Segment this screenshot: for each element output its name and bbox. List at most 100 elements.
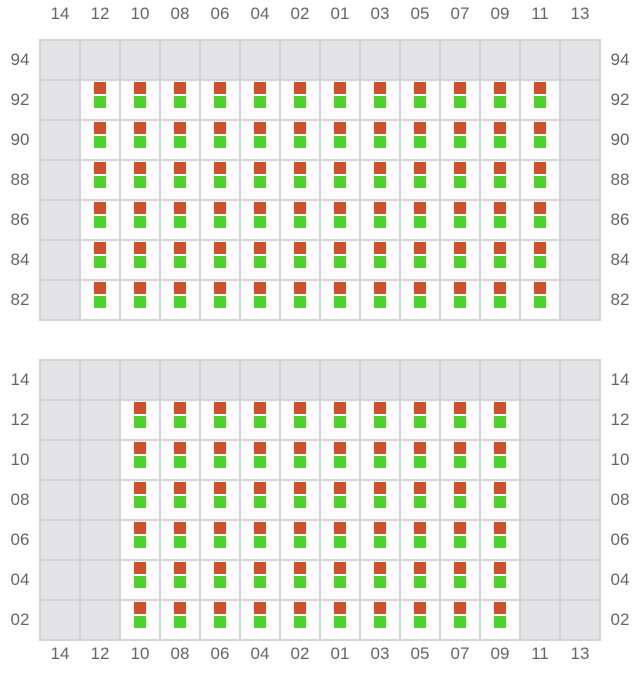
cell-06-09[interactable] — [481, 521, 519, 559]
cell-88-12[interactable] — [81, 161, 119, 199]
cell-06-04[interactable] — [241, 521, 279, 559]
cell-12-08[interactable] — [161, 401, 199, 439]
cell-08-05[interactable] — [401, 481, 439, 519]
cell-86-10[interactable] — [121, 201, 159, 239]
cell-82-04[interactable] — [241, 281, 279, 319]
cell-90-11[interactable] — [521, 121, 559, 159]
cell-06-03[interactable] — [361, 521, 399, 559]
cell-88-03[interactable] — [361, 161, 399, 199]
cell-82-01[interactable] — [321, 281, 359, 319]
cell-88-11[interactable] — [521, 161, 559, 199]
cell-84-05[interactable] — [401, 241, 439, 279]
cell-04-04[interactable] — [241, 561, 279, 599]
cell-06-05[interactable] — [401, 521, 439, 559]
cell-08-04[interactable] — [241, 481, 279, 519]
cell-90-07[interactable] — [441, 121, 479, 159]
cell-08-03[interactable] — [361, 481, 399, 519]
cell-90-02[interactable] — [281, 121, 319, 159]
cell-04-03[interactable] — [361, 561, 399, 599]
cell-02-04[interactable] — [241, 601, 279, 639]
cell-88-10[interactable] — [121, 161, 159, 199]
cell-86-11[interactable] — [521, 201, 559, 239]
cell-82-03[interactable] — [361, 281, 399, 319]
cell-82-12[interactable] — [81, 281, 119, 319]
cell-84-12[interactable] — [81, 241, 119, 279]
cell-08-10[interactable] — [121, 481, 159, 519]
cell-92-03[interactable] — [361, 81, 399, 119]
cell-08-06[interactable] — [201, 481, 239, 519]
cell-92-09[interactable] — [481, 81, 519, 119]
cell-12-07[interactable] — [441, 401, 479, 439]
cell-82-10[interactable] — [121, 281, 159, 319]
cell-92-10[interactable] — [121, 81, 159, 119]
cell-84-06[interactable] — [201, 241, 239, 279]
cell-90-01[interactable] — [321, 121, 359, 159]
cell-86-06[interactable] — [201, 201, 239, 239]
cell-84-08[interactable] — [161, 241, 199, 279]
cell-92-07[interactable] — [441, 81, 479, 119]
cell-92-08[interactable] — [161, 81, 199, 119]
cell-04-09[interactable] — [481, 561, 519, 599]
cell-06-07[interactable] — [441, 521, 479, 559]
cell-92-02[interactable] — [281, 81, 319, 119]
cell-04-06[interactable] — [201, 561, 239, 599]
cell-82-05[interactable] — [401, 281, 439, 319]
cell-84-11[interactable] — [521, 241, 559, 279]
cell-10-03[interactable] — [361, 441, 399, 479]
cell-08-09[interactable] — [481, 481, 519, 519]
cell-02-07[interactable] — [441, 601, 479, 639]
cell-86-09[interactable] — [481, 201, 519, 239]
cell-82-06[interactable] — [201, 281, 239, 319]
cell-10-04[interactable] — [241, 441, 279, 479]
cell-02-10[interactable] — [121, 601, 159, 639]
cell-04-07[interactable] — [441, 561, 479, 599]
cell-86-12[interactable] — [81, 201, 119, 239]
cell-10-08[interactable] — [161, 441, 199, 479]
cell-90-03[interactable] — [361, 121, 399, 159]
cell-84-03[interactable] — [361, 241, 399, 279]
cell-04-05[interactable] — [401, 561, 439, 599]
cell-82-02[interactable] — [281, 281, 319, 319]
cell-06-10[interactable] — [121, 521, 159, 559]
cell-08-02[interactable] — [281, 481, 319, 519]
cell-92-04[interactable] — [241, 81, 279, 119]
cell-86-08[interactable] — [161, 201, 199, 239]
cell-90-06[interactable] — [201, 121, 239, 159]
cell-08-01[interactable] — [321, 481, 359, 519]
cell-06-02[interactable] — [281, 521, 319, 559]
cell-06-01[interactable] — [321, 521, 359, 559]
cell-88-08[interactable] — [161, 161, 199, 199]
cell-04-10[interactable] — [121, 561, 159, 599]
cell-90-12[interactable] — [81, 121, 119, 159]
cell-12-04[interactable] — [241, 401, 279, 439]
cell-82-08[interactable] — [161, 281, 199, 319]
cell-06-08[interactable] — [161, 521, 199, 559]
cell-10-05[interactable] — [401, 441, 439, 479]
cell-88-09[interactable] — [481, 161, 519, 199]
cell-08-08[interactable] — [161, 481, 199, 519]
cell-92-12[interactable] — [81, 81, 119, 119]
cell-84-04[interactable] — [241, 241, 279, 279]
cell-92-06[interactable] — [201, 81, 239, 119]
cell-12-05[interactable] — [401, 401, 439, 439]
cell-12-09[interactable] — [481, 401, 519, 439]
cell-82-07[interactable] — [441, 281, 479, 319]
cell-84-10[interactable] — [121, 241, 159, 279]
cell-88-04[interactable] — [241, 161, 279, 199]
cell-90-05[interactable] — [401, 121, 439, 159]
cell-10-07[interactable] — [441, 441, 479, 479]
cell-86-05[interactable] — [401, 201, 439, 239]
cell-12-01[interactable] — [321, 401, 359, 439]
cell-02-05[interactable] — [401, 601, 439, 639]
cell-04-02[interactable] — [281, 561, 319, 599]
cell-88-07[interactable] — [441, 161, 479, 199]
cell-82-09[interactable] — [481, 281, 519, 319]
cell-10-02[interactable] — [281, 441, 319, 479]
cell-90-08[interactable] — [161, 121, 199, 159]
cell-82-11[interactable] — [521, 281, 559, 319]
cell-12-06[interactable] — [201, 401, 239, 439]
cell-12-03[interactable] — [361, 401, 399, 439]
cell-02-09[interactable] — [481, 601, 519, 639]
cell-02-01[interactable] — [321, 601, 359, 639]
cell-10-10[interactable] — [121, 441, 159, 479]
